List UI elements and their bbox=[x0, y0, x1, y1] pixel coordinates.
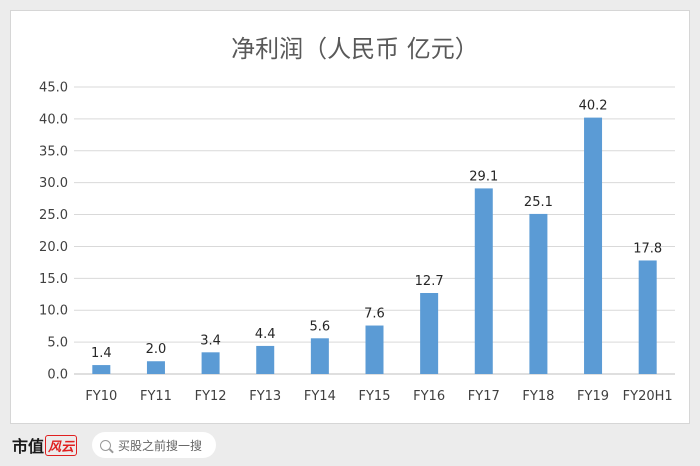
data-label: 1.4 bbox=[91, 346, 112, 361]
y-tick-label: 10.0 bbox=[39, 304, 68, 319]
data-label: 7.6 bbox=[364, 307, 385, 322]
data-labels: 1.4 2.0 3.4 4.4 5.6 7.6 12.7 29.1 25.1 40.2 17.8 bbox=[91, 99, 662, 361]
y-tick-label: 45.0 bbox=[39, 81, 68, 96]
bar bbox=[529, 213, 548, 374]
y-tick-label: 40.0 bbox=[39, 112, 68, 127]
bar bbox=[584, 117, 603, 374]
brand-accent: 风云 bbox=[45, 434, 78, 456]
data-label: 40.2 bbox=[579, 99, 608, 114]
x-tick-label: FY13 bbox=[249, 389, 281, 404]
x-tick-label: FY18 bbox=[522, 389, 554, 404]
bar bbox=[365, 325, 384, 374]
bar bbox=[201, 352, 220, 374]
bar bbox=[92, 365, 111, 374]
data-label: 29.1 bbox=[469, 169, 498, 184]
x-tick-label: FY12 bbox=[195, 389, 227, 404]
x-axis-ticks: FY10 FY11 FY12 FY13 FY14 FY15 FY16 FY17 FY18 FY19… bbox=[85, 389, 672, 404]
y-tick-label: 35.0 bbox=[39, 144, 68, 159]
x-tick-label: FY20H1 bbox=[623, 389, 673, 404]
data-label: 25.1 bbox=[524, 195, 553, 210]
x-tick-label: FY15 bbox=[359, 389, 391, 404]
x-tick-label: FY11 bbox=[140, 389, 172, 404]
bar bbox=[420, 293, 439, 374]
chart-card: 净利润（人民币 亿元） 0.0 5.0 10.0 15.0 20.0 25.0 30.0 35… bbox=[10, 10, 690, 424]
x-tick-label: FY19 bbox=[577, 389, 609, 404]
y-tick-label: 20.0 bbox=[39, 240, 68, 255]
brand-logo: 市值 风云 bbox=[12, 433, 78, 457]
chart-title: 净利润（人民币 亿元） bbox=[231, 35, 479, 63]
x-tick-label: FY10 bbox=[85, 389, 117, 404]
y-axis-ticks: 0.0 5.0 10.0 15.0 20.0 25.0 30.0 35.0 40.0 45.0 bbox=[39, 81, 68, 383]
x-tick-label: FY17 bbox=[468, 389, 500, 404]
search-icon bbox=[100, 439, 111, 451]
x-tick-label: FY14 bbox=[304, 389, 336, 404]
y-tick-label: 15.0 bbox=[39, 272, 68, 287]
y-tick-label: 25.0 bbox=[39, 208, 68, 223]
data-label: 3.4 bbox=[200, 333, 221, 348]
y-tick-label: 0.0 bbox=[47, 368, 68, 383]
data-label: 4.4 bbox=[255, 327, 276, 342]
bar bbox=[474, 188, 493, 374]
search-box[interactable]: 买股之前搜一搜 bbox=[92, 432, 216, 458]
brand-name: 市值 bbox=[12, 437, 45, 456]
bar bbox=[146, 361, 165, 374]
y-tick-label: 30.0 bbox=[39, 176, 68, 191]
data-label: 2.0 bbox=[146, 342, 167, 357]
footer-bar: 市值 风云 买股之前搜一搜 bbox=[0, 424, 700, 466]
bars bbox=[92, 117, 657, 374]
bar-chart: 净利润（人民币 亿元） 0.0 5.0 10.0 15.0 20.0 25.0 30.0 35… bbox=[39, 35, 675, 404]
data-label: 17.8 bbox=[633, 241, 662, 256]
x-tick-label: FY16 bbox=[413, 389, 445, 404]
bar bbox=[638, 260, 657, 374]
data-label: 12.7 bbox=[415, 274, 444, 289]
search-label: 买股之前搜一搜 bbox=[118, 438, 203, 453]
y-tick-label: 5.0 bbox=[47, 336, 68, 351]
gridlines bbox=[74, 86, 675, 375]
data-label: 5.6 bbox=[310, 319, 331, 334]
bar bbox=[256, 345, 275, 374]
bar bbox=[310, 338, 329, 374]
